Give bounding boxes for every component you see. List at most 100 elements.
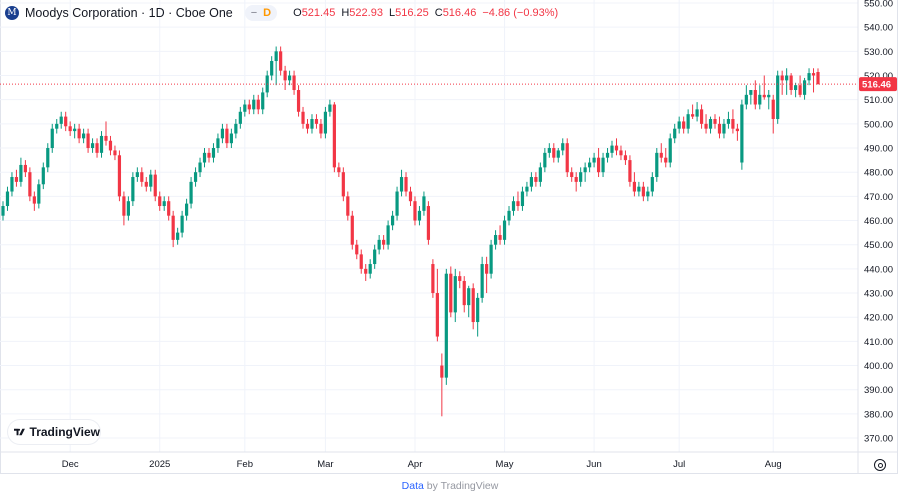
candle-up (274, 51, 278, 62)
candle-down (485, 264, 489, 274)
candle-up (758, 94, 762, 105)
candle-down (798, 85, 802, 95)
candle-up (507, 210, 511, 221)
candle-up (390, 215, 395, 226)
candle-down (780, 75, 784, 81)
y-tick-label: 370.00 (864, 434, 893, 445)
x-tick-label: Jul (673, 459, 685, 470)
footer-attribution: Data by TradingView (0, 480, 900, 492)
candle-up (310, 119, 314, 129)
candle-up (502, 220, 507, 240)
candle-up (395, 191, 399, 216)
candle-down (158, 196, 162, 207)
candle-down (623, 155, 628, 161)
y-tick-label: 490.00 (864, 144, 893, 155)
open-label: O (293, 7, 302, 19)
candle-up (646, 191, 650, 197)
candle-up (328, 104, 332, 112)
candle-down (731, 119, 735, 129)
candlestick-chart[interactable]: 370.00 380.00 390.00 400.00 410.00 420.00 430.… (0, 0, 900, 474)
candle-down (431, 264, 435, 294)
y-tick-label: 390.00 (864, 385, 893, 396)
candle-up (529, 177, 534, 187)
candle-down (413, 201, 417, 221)
close-label: C (434, 7, 443, 19)
candle-down (664, 157, 668, 163)
low-label: L (388, 7, 396, 19)
candle-up (193, 172, 198, 182)
candle-up (82, 133, 86, 139)
candle-up (176, 232, 180, 240)
candle-up (10, 177, 14, 192)
candle-up (785, 75, 789, 81)
candle-up (216, 138, 220, 149)
settings-gear-icon[interactable] (874, 459, 886, 471)
y-tick-label: 530.00 (864, 47, 893, 58)
candle-down (596, 157, 601, 173)
candle-down (552, 148, 556, 158)
candle-up (386, 225, 390, 245)
x-tick-label: Mar (317, 459, 333, 470)
candle-up (794, 85, 798, 91)
symbol-title[interactable]: Moodys Corporation · 1D · Cboe One (25, 6, 233, 20)
footer-text: by TradingView (423, 480, 499, 492)
candle-down (305, 123, 310, 129)
y-tick-label: 550.00 (864, 0, 893, 10)
candle-up (547, 148, 551, 153)
candle-up (655, 152, 659, 178)
candle-up (493, 235, 498, 245)
candle-down (117, 155, 122, 197)
candle-up (377, 239, 381, 250)
x-tick-label: Dec (62, 459, 79, 470)
candle-up (41, 167, 45, 185)
low-value: 516.25 (395, 7, 429, 19)
candle-up (243, 104, 247, 112)
candle-up (422, 196, 426, 211)
candle-up (55, 123, 59, 129)
candle-up (749, 90, 753, 95)
candle-up (323, 111, 328, 134)
candle-down (144, 181, 148, 187)
candle-down (122, 196, 126, 216)
change-value: −4.86 (−0.93%) (482, 7, 559, 19)
candle-down (717, 123, 722, 134)
candle-down (86, 133, 90, 149)
candle-down (355, 244, 359, 255)
y-tick-label: 410.00 (864, 337, 893, 348)
candle-down (207, 152, 211, 158)
candle-down (704, 123, 708, 129)
candle-up (538, 167, 542, 182)
candle-up (131, 177, 135, 202)
candle-up (238, 111, 242, 124)
candle-down (435, 293, 439, 337)
candle-up (444, 273, 448, 378)
candle-up (149, 174, 153, 187)
candle-down (28, 172, 32, 197)
x-tick-label: 2025 (149, 459, 170, 470)
candle-up (126, 201, 130, 216)
interval-badge[interactable]: − D (244, 5, 278, 21)
candle-down (104, 135, 108, 141)
candle-up (601, 157, 605, 173)
candle-down (682, 121, 686, 129)
ohlc-values: O521.45 H522.93 L516.25 C516.46 −4.86 (−… (293, 7, 558, 19)
y-tick-label: 470.00 (864, 192, 893, 203)
candle-down (23, 164, 27, 173)
chart-legend: M Moodys Corporation · 1D · Cboe One − D… (5, 4, 558, 22)
candle-down (247, 104, 251, 110)
candle-up (525, 186, 529, 192)
candle-up (802, 80, 807, 95)
candle-up (480, 264, 484, 298)
candle-down (68, 126, 72, 132)
candle-up (605, 152, 610, 158)
candle-down (77, 128, 81, 139)
candle-down (619, 150, 623, 156)
candle-down (641, 186, 645, 197)
tradingview-logo[interactable]: TradingView (8, 420, 100, 444)
candle-down (167, 201, 171, 216)
candle-down (691, 114, 695, 117)
candle-up (19, 164, 23, 182)
tradingview-logo-icon (14, 428, 25, 436)
candle-down (64, 116, 68, 127)
data-link[interactable]: Data (401, 480, 424, 492)
